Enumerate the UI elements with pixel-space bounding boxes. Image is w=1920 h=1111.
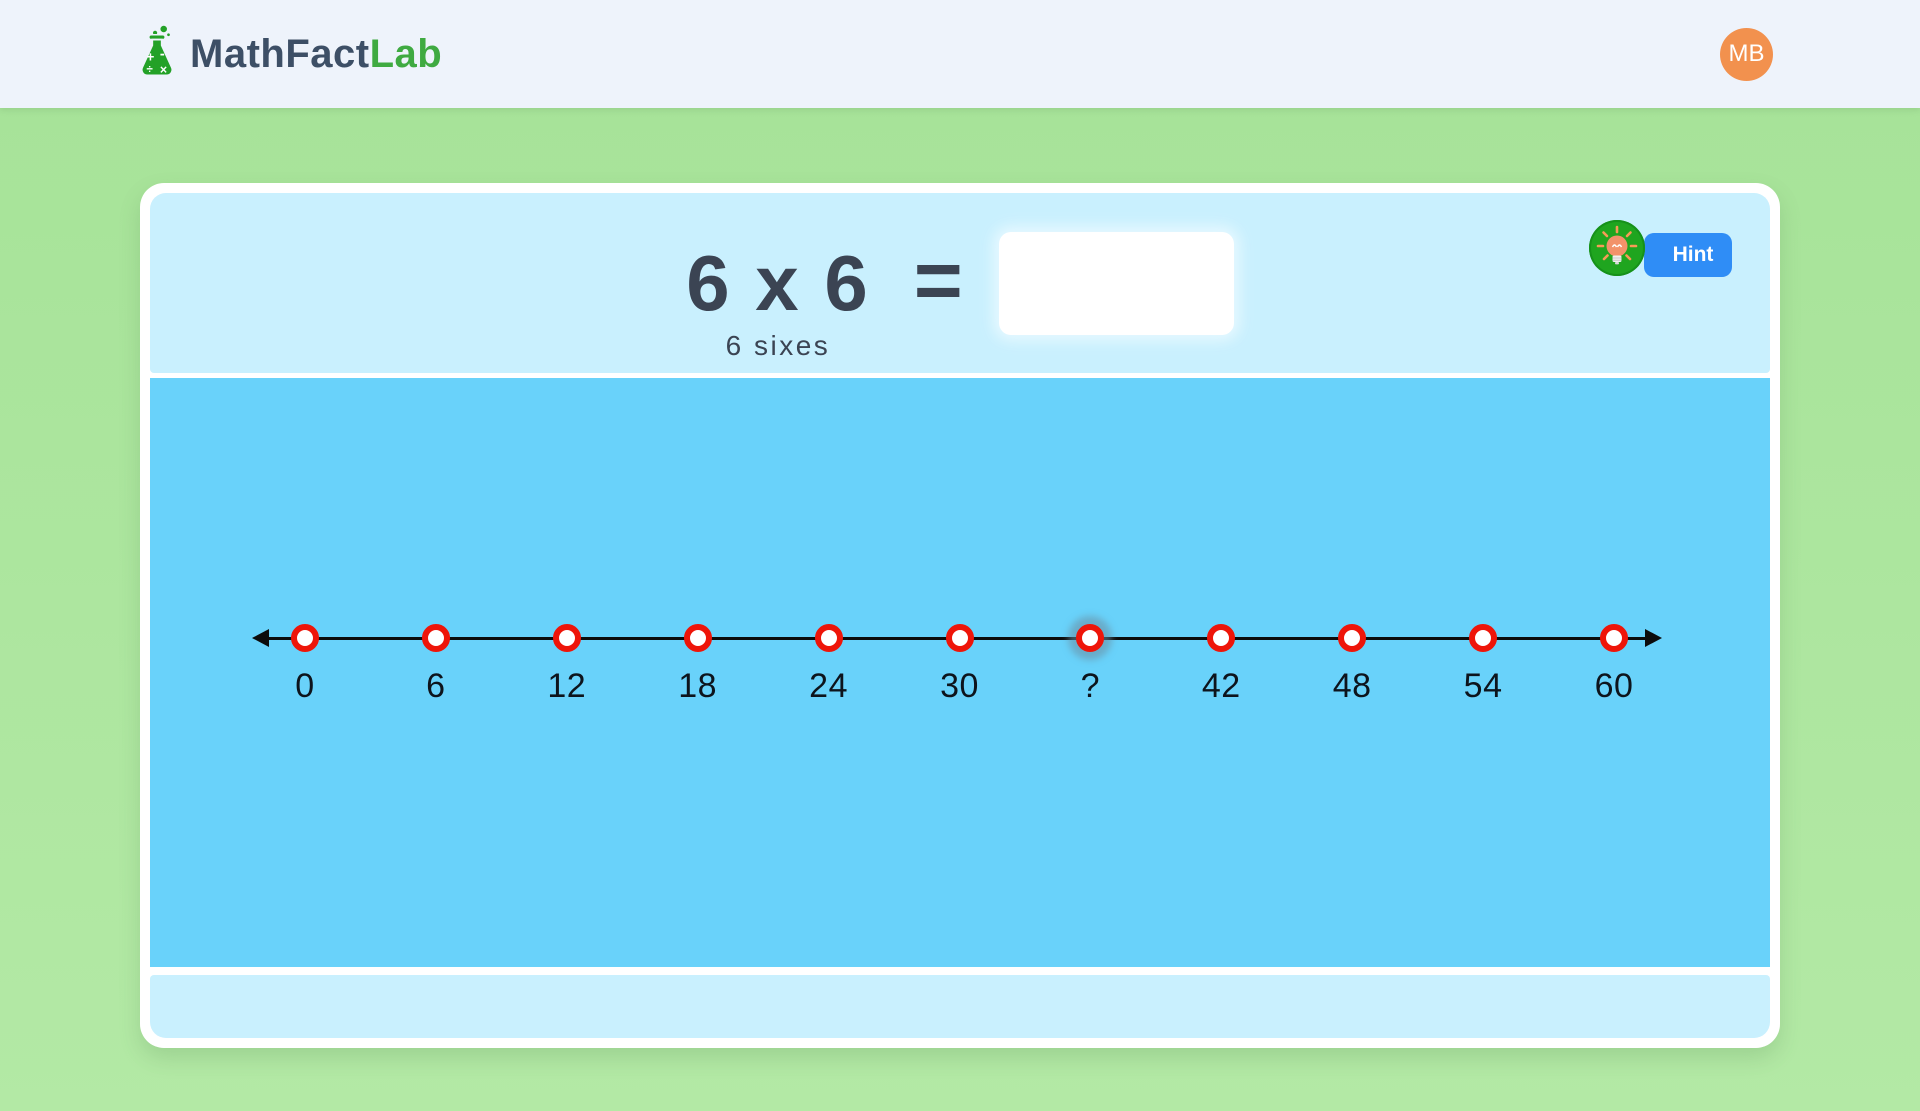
number-line-label: 0 — [295, 667, 315, 705]
number-line-point[interactable] — [291, 624, 319, 652]
number-line-label: 48 — [1332, 667, 1372, 705]
hint-button-label: Hint — [1644, 233, 1732, 277]
number-line-label: 30 — [940, 667, 979, 705]
hint-button[interactable]: Hint — [1589, 220, 1732, 277]
logo-text: MathFactLab — [190, 32, 442, 77]
arrow-left-icon — [252, 629, 269, 647]
page-background: 6 x 6 6 sixes = — [0, 108, 1920, 1111]
equals-sign: = — [913, 233, 963, 327]
number-line-panel: 0 6 12 18 24 30? 42 48 54 60 — [150, 378, 1770, 967]
flask-icon: + - ÷ × — [134, 24, 180, 85]
number-line-label: 6 — [426, 667, 446, 705]
logo-text-primary: MathFact — [190, 31, 370, 76]
number-line: 0 6 12 18 24 30? 42 48 54 60 — [252, 605, 1662, 715]
app-header: + - ÷ × MathFactLab MB — [0, 0, 1920, 108]
number-line-point[interactable] — [814, 624, 843, 652]
number-line-label: ? — [1080, 667, 1101, 705]
mathfactlab-logo[interactable]: + - ÷ × MathFactLab — [134, 24, 442, 85]
lightbulb-icon — [1589, 220, 1645, 276]
number-line-point[interactable] — [683, 624, 712, 652]
number-line-label: 42 — [1201, 667, 1241, 705]
number-line-point[interactable] — [421, 624, 450, 652]
answer-input[interactable] — [998, 231, 1234, 335]
number-line-label: 54 — [1463, 667, 1503, 705]
number-line-point[interactable] — [1076, 624, 1105, 652]
number-line-point[interactable] — [945, 624, 974, 652]
logo-text-secondary: Lab — [369, 31, 443, 76]
number-line-point[interactable] — [1600, 624, 1628, 652]
number-line-point[interactable] — [552, 624, 581, 652]
expression-text: 6 x 6 — [686, 239, 870, 327]
expression-block: 6 x 6 6 sixes — [686, 239, 870, 361]
arrow-right-icon — [1645, 629, 1662, 647]
svg-text:+: + — [146, 49, 154, 64]
equation: 6 x 6 6 sixes = — [686, 231, 1234, 361]
svg-text:-: - — [160, 46, 165, 62]
number-line-point[interactable] — [1207, 624, 1236, 652]
number-line-point[interactable] — [1469, 624, 1498, 652]
number-line-label: 18 — [678, 667, 718, 705]
number-line-label: 60 — [1594, 667, 1634, 705]
svg-text:×: × — [160, 63, 167, 77]
expression-caption: 6 sixes — [725, 330, 831, 361]
number-line-label: 12 — [547, 667, 587, 705]
card-footer — [150, 975, 1770, 1038]
user-avatar[interactable]: MB — [1720, 27, 1773, 81]
svg-text:÷: ÷ — [146, 64, 153, 76]
activity-card: 6 x 6 6 sixes = — [140, 183, 1780, 1048]
number-line-label: 24 — [809, 667, 848, 705]
problem-section: 6 x 6 6 sixes = — [150, 193, 1770, 373]
number-line-point[interactable] — [1338, 624, 1367, 652]
